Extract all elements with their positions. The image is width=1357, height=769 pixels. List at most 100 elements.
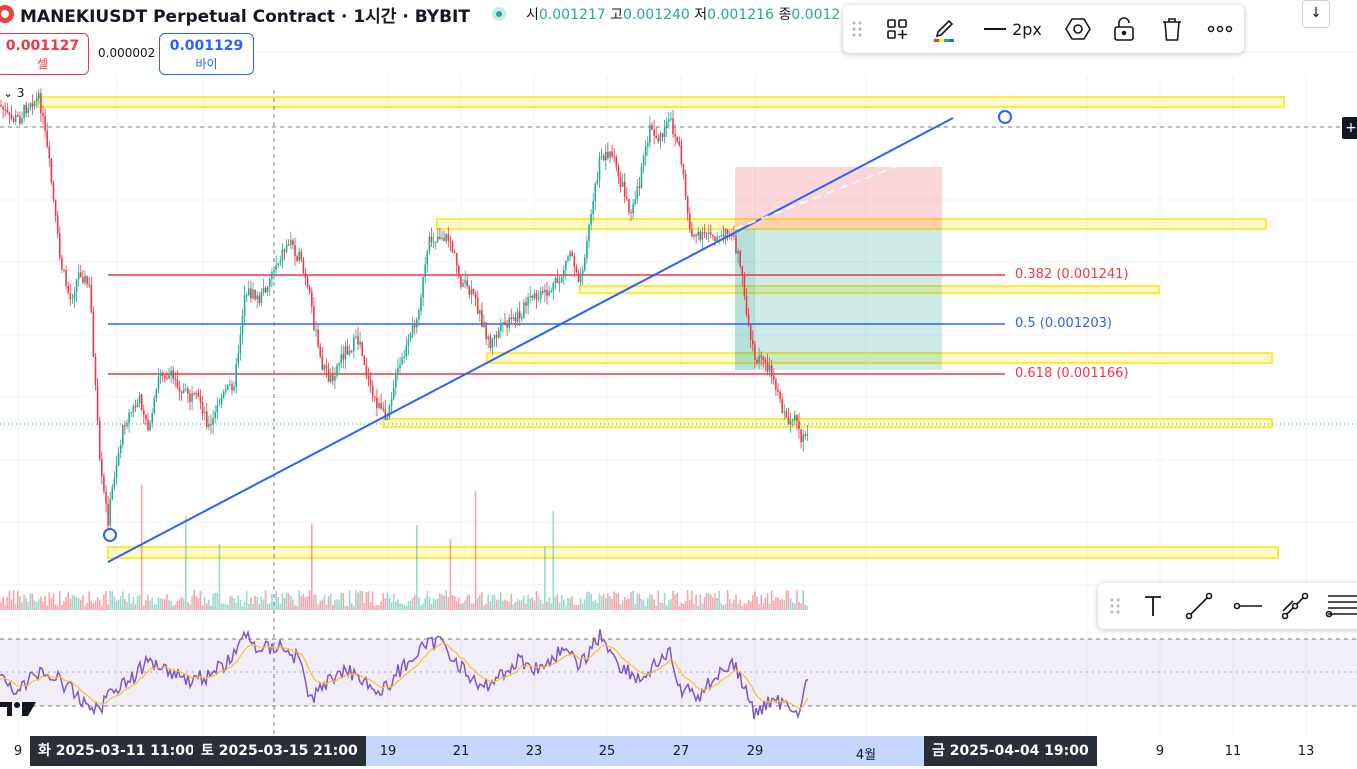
add-to-favorites-icon[interactable] — [881, 5, 913, 53]
candle-body — [600, 155, 603, 157]
volume-bar — [684, 600, 687, 610]
volume-bars — [0, 484, 809, 610]
volume-bar — [567, 598, 569, 610]
candle-body — [376, 397, 378, 409]
volume-bar — [197, 598, 200, 610]
collapse-indicators-button[interactable]: ⌄ 3 — [0, 86, 28, 100]
volume-bar — [493, 595, 496, 610]
time-axis-tick: 27 — [672, 744, 690, 759]
volume-bar — [787, 590, 790, 610]
fib-levels-icon[interactable] — [1324, 583, 1357, 629]
candle-body — [254, 289, 256, 300]
scroll-down-button[interactable]: ↓ — [1302, 0, 1330, 28]
volume-bar — [638, 593, 641, 610]
more-icon[interactable] — [1203, 5, 1237, 53]
candle-body — [514, 317, 517, 322]
volume-bar — [180, 596, 183, 610]
volume-bar — [388, 597, 391, 610]
volume-bar — [651, 594, 653, 610]
short-position-tool[interactable] — [735, 167, 942, 370]
volume-bar — [588, 591, 590, 610]
candle-body — [54, 199, 57, 216]
volume-bar — [476, 598, 479, 610]
candle-body — [187, 388, 189, 394]
volume-bar — [537, 596, 540, 610]
drag-handle-icon[interactable] — [849, 5, 865, 53]
volume-bar — [107, 604, 109, 610]
volume-bar — [321, 599, 324, 610]
volume-bar — [287, 593, 290, 610]
horizontal-ray-icon[interactable] — [1230, 583, 1264, 629]
indicator-count: 3 — [16, 86, 25, 100]
volume-bar — [682, 604, 685, 610]
volume-bar — [105, 590, 107, 610]
candle-body — [668, 119, 670, 122]
volume-bar — [598, 593, 601, 610]
candlesticks[interactable] — [0, 88, 809, 532]
volume-bar — [119, 596, 122, 610]
path-tool-icon[interactable] — [1278, 583, 1312, 629]
drag-handle-icon[interactable] — [1108, 583, 1122, 629]
candle-body — [502, 322, 504, 324]
candle-body — [73, 292, 76, 299]
candle-body — [676, 136, 678, 142]
volume-bar — [600, 595, 603, 610]
line-width-selector[interactable]: 2px — [981, 5, 1045, 53]
text-tool-icon[interactable] — [1136, 583, 1170, 629]
candle-body — [659, 133, 662, 142]
volume-bar — [770, 590, 773, 610]
buy-button[interactable]: 0.001129 바이 — [159, 33, 254, 75]
sell-button[interactable]: 0.001127 셀 — [0, 33, 89, 75]
candle-body — [119, 444, 122, 453]
candle-body — [535, 293, 538, 299]
candle-body — [424, 264, 426, 277]
volume-bar — [785, 590, 788, 610]
zone-top — [37, 96, 1285, 108]
candle-body — [132, 406, 135, 413]
candle-body — [206, 411, 208, 427]
candle-body — [720, 235, 723, 237]
pencil-icon[interactable] — [927, 5, 961, 53]
unlock-icon[interactable] — [1107, 5, 1141, 53]
add-price-alert-icon[interactable]: + — [1342, 117, 1357, 139]
chevron-down-icon: ⌄ — [3, 86, 14, 100]
volume-bar — [577, 604, 580, 610]
trend-line-icon[interactable] — [1182, 583, 1216, 629]
candle-body — [779, 391, 781, 400]
volume-bar — [103, 594, 105, 610]
candle-body — [623, 181, 626, 198]
candle-body — [434, 241, 437, 243]
candle-body — [273, 270, 275, 273]
volume-bar — [523, 595, 525, 610]
trend-line[interactable] — [103, 110, 1012, 563]
volume-bar — [147, 595, 149, 610]
volume-bar — [405, 605, 408, 610]
time-axis-tick: 25 — [598, 744, 616, 759]
volume-bar — [300, 596, 303, 610]
candle-body — [275, 265, 277, 271]
trash-icon[interactable] — [1155, 5, 1189, 53]
symbol-logo-icon[interactable] — [0, 5, 14, 23]
volume-bar — [407, 601, 410, 610]
settings-hexagon-icon[interactable] — [1061, 5, 1095, 53]
fib-retracement[interactable] — [108, 274, 1005, 375]
candle-body — [325, 365, 328, 369]
rsi-pane[interactable] — [0, 629, 1357, 720]
volume-bar — [783, 599, 786, 610]
time-axis-tick: 23 — [525, 744, 543, 759]
tradingview-logo-icon[interactable] — [0, 697, 40, 719]
volume-bar — [733, 599, 735, 610]
candle-body — [487, 336, 489, 340]
volume-bar — [632, 590, 634, 610]
volume-bar — [468, 594, 471, 610]
symbol-title[interactable]: MANEKIUSDT Perpetual Contract · 1시간 · BY… — [20, 6, 470, 27]
volume-bar — [630, 592, 632, 610]
candle-body — [544, 289, 546, 293]
support-resistance-zones[interactable] — [37, 96, 1285, 559]
candle-body — [422, 276, 424, 298]
volume-bar — [510, 594, 513, 610]
candle-body — [747, 314, 750, 325]
volume-bar — [581, 603, 584, 610]
volume-bar — [336, 599, 338, 610]
